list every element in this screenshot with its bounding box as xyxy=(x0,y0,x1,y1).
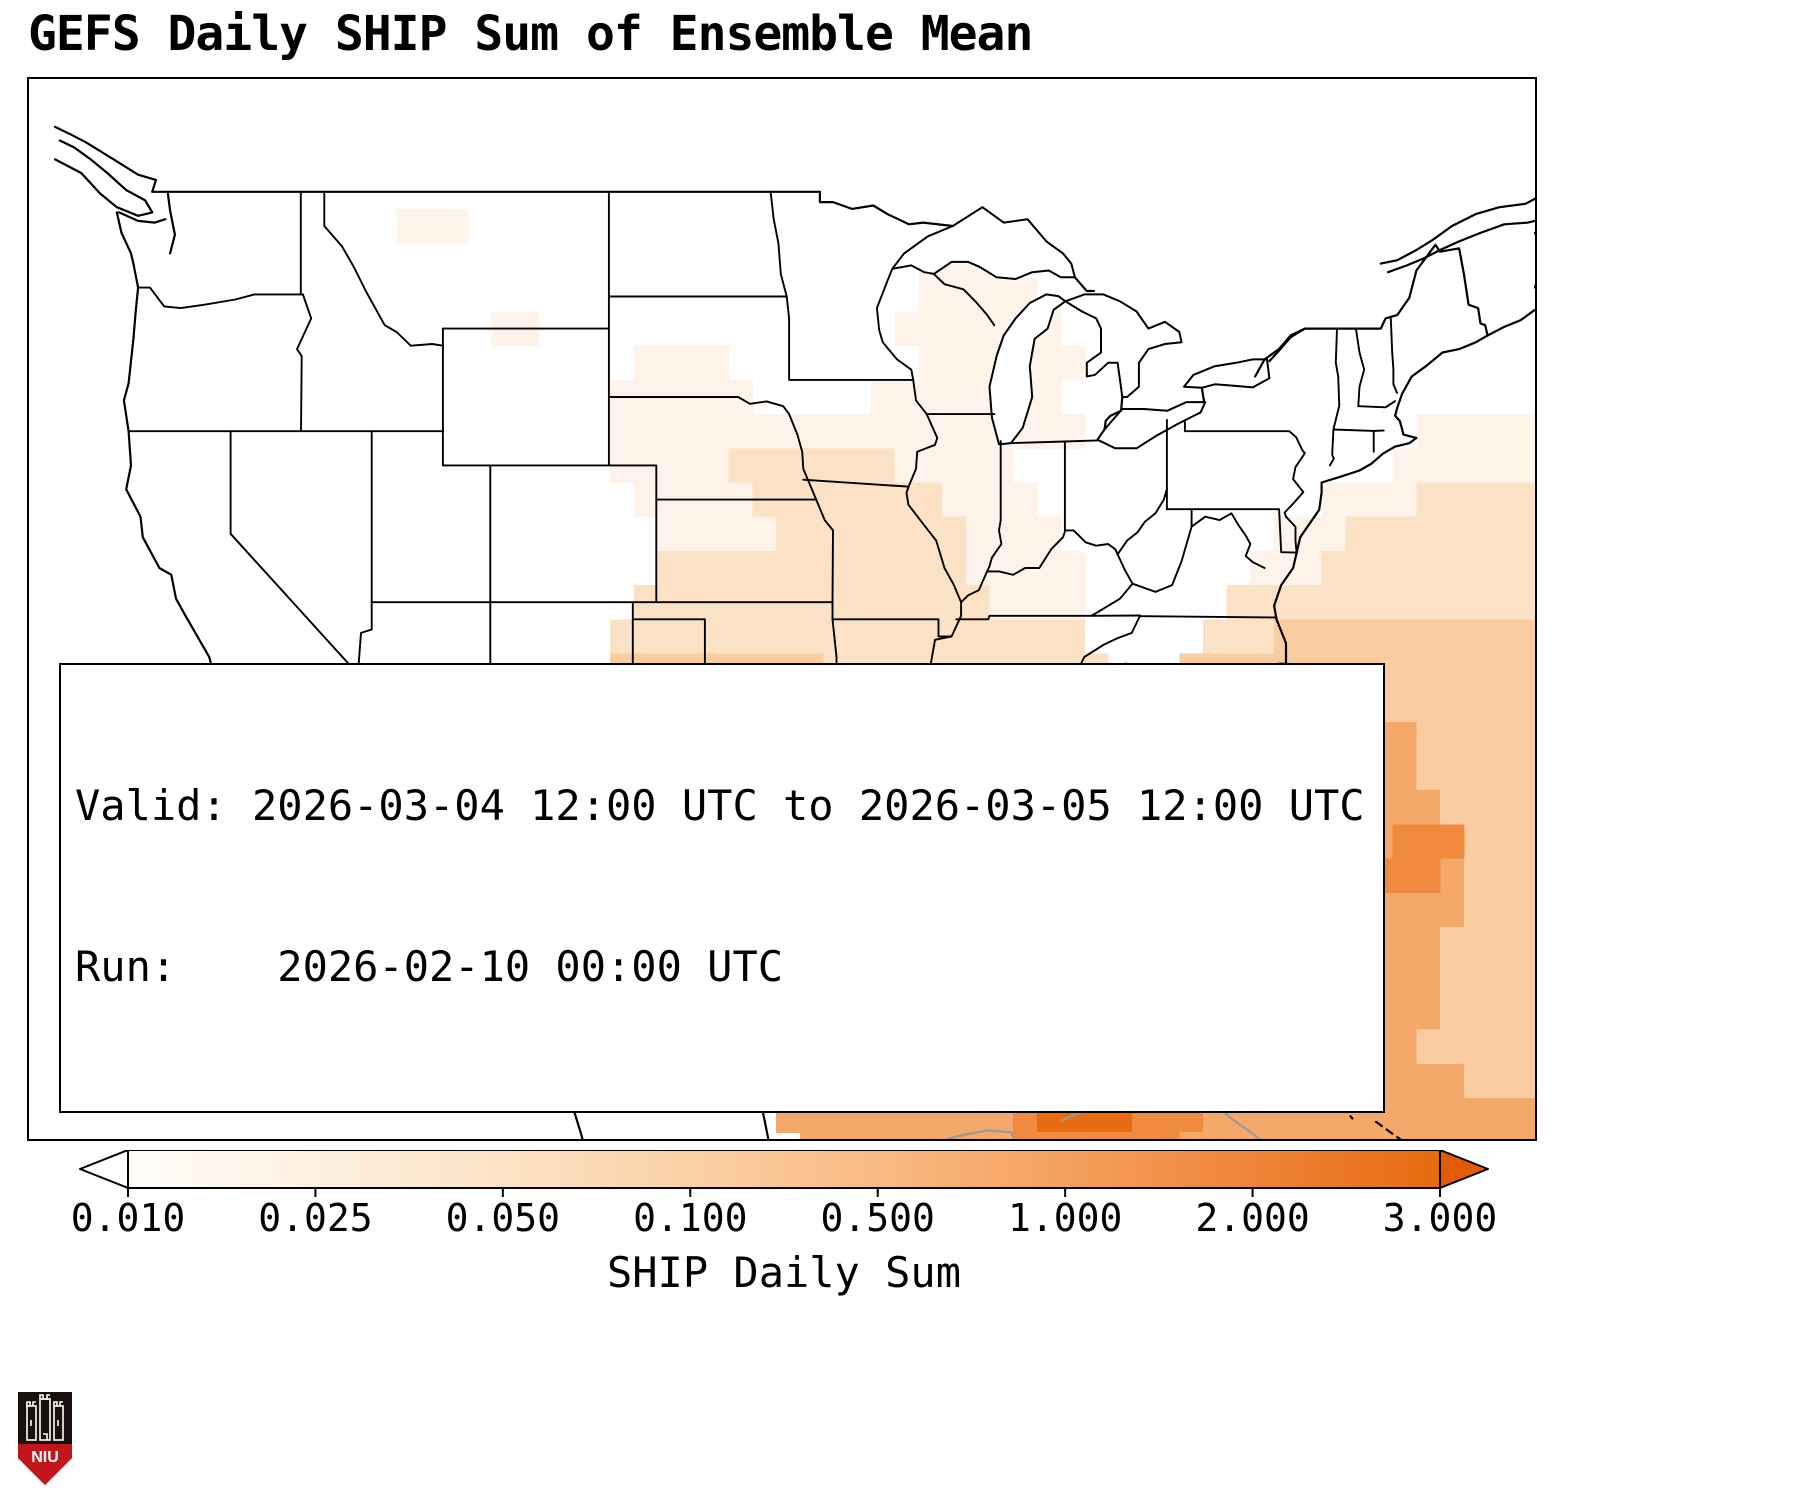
colorbar-tick-label: 0.050 xyxy=(445,1196,561,1240)
logo-text: NIU xyxy=(31,1449,59,1466)
colorbar xyxy=(79,1150,1489,1197)
colorbar-tick-label: 1.000 xyxy=(1007,1196,1123,1240)
valid-text: Valid: 2026-03-04 12:00 UTC to 2026-03-0… xyxy=(75,780,1365,830)
colorbar-tick-label: 3.000 xyxy=(1382,1196,1498,1240)
colorbar-tick-label: 0.100 xyxy=(633,1196,748,1240)
castle-icon xyxy=(26,1394,64,1441)
colorbar-tick-label: 0.010 xyxy=(70,1196,186,1240)
colorbar-tick-labels: 0.010 0.025 0.050 0.100 0.500 1.000 2.000 3.000 xyxy=(0,1196,1803,1242)
info-box: Valid: 2026-03-04 12:00 UTC to 2026-03-0… xyxy=(59,663,1385,1113)
colorbar-label: SHIP Daily Sum xyxy=(606,1248,961,1297)
run-text: Run: 2026-02-10 00:00 UTC xyxy=(75,941,784,991)
colorbar-tick-label: 0.025 xyxy=(258,1196,373,1240)
colorbar-tick-label: 2.000 xyxy=(1195,1196,1310,1240)
niu-logo: NIU xyxy=(16,1390,74,1492)
map-panel: Valid: 2026-03-04 12:00 UTC to 2026-03-0… xyxy=(27,77,1537,1141)
page-title: GEFS Daily SHIP Sum of Ensemble Mean xyxy=(28,6,1033,62)
colorbar-tick-label: 0.500 xyxy=(820,1196,935,1240)
